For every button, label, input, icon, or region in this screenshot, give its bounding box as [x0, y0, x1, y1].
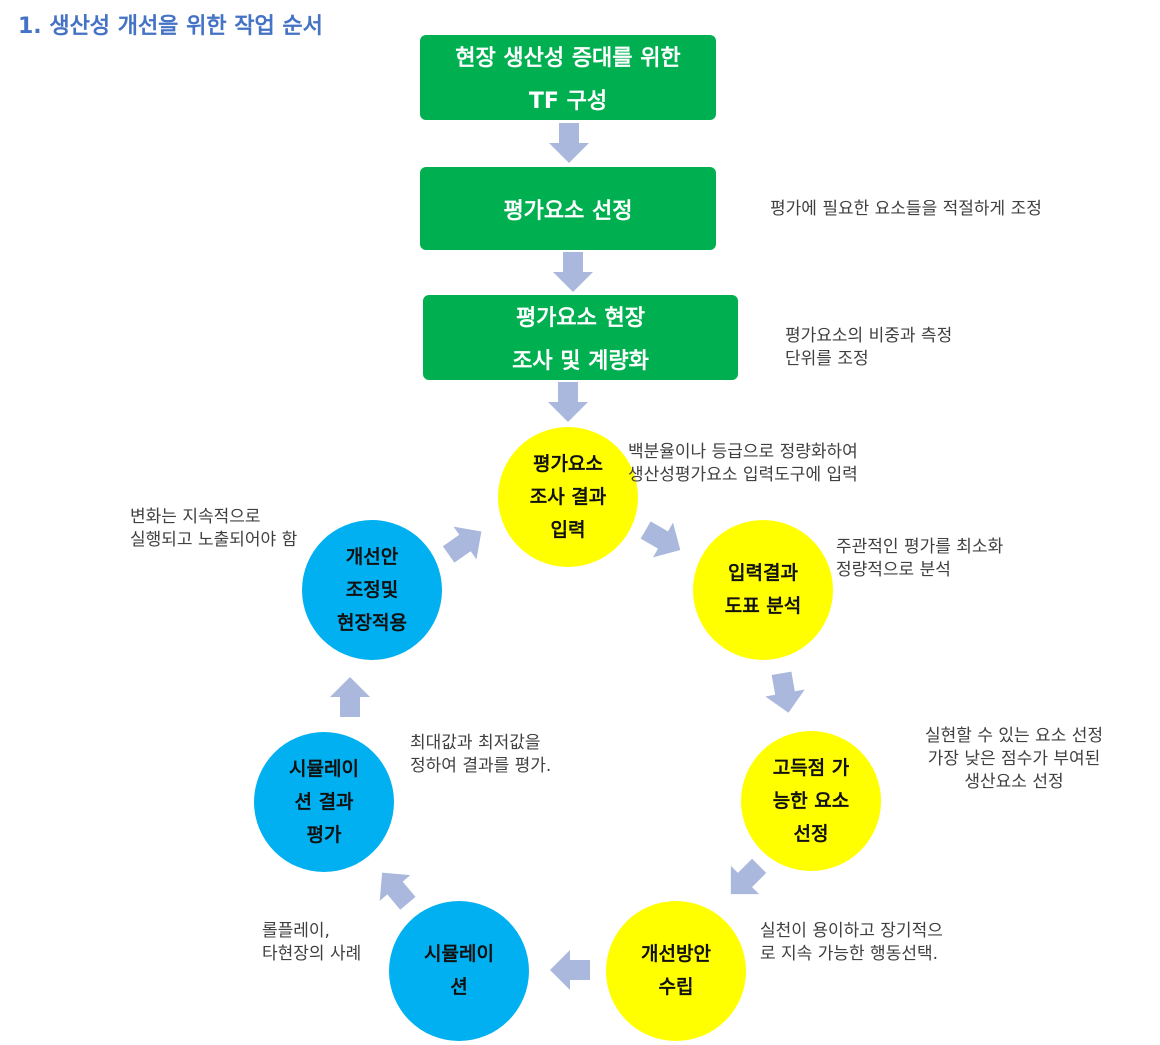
- note: 롤플레이, 타현장의 사례: [262, 921, 362, 964]
- step-label: 평가요소 현장: [515, 306, 646, 332]
- cycle-step-label: 조사 결과: [529, 485, 607, 508]
- cycle-step-label: 고득점 가: [772, 756, 850, 779]
- cycle-step-label: 능한 요소: [772, 789, 850, 812]
- arrow-icon: [549, 123, 589, 163]
- arrow-icon: [330, 677, 370, 717]
- arrow-icon: [550, 950, 590, 990]
- cycle-step-label: 입력: [550, 518, 586, 541]
- arrow-icon: [548, 382, 588, 422]
- note: 변화는 지속적으로 실행되고 노출되어야 함: [130, 507, 298, 550]
- cycle-step-label: 시뮬레이: [289, 757, 359, 780]
- note: 평가요소의 비중과 측정 단위를 조정: [785, 326, 953, 369]
- step-label: TF 구성: [528, 88, 608, 114]
- cycle-step-label: 평가요소: [533, 452, 603, 475]
- arrow-icon: [442, 526, 482, 563]
- cycle-step-label: 평가: [306, 823, 342, 846]
- cycle-step-label: 션 결과: [294, 790, 354, 813]
- cycle-step-label: 현장적용: [337, 611, 407, 634]
- cycle-step-label: 조정및: [345, 578, 399, 601]
- note: 최대값과 최저값을 정하여 결과를 평가.: [410, 733, 552, 776]
- step-tf: 현장 생산성 증대를 위한 TF 구성: [420, 35, 716, 120]
- page-title: 1. 생산성 개선을 위한 작업 순서: [18, 14, 323, 39]
- note: 실현할 수 있는 요소 선정 가장 낮은 점수가 부여된 생산요소 선정: [925, 726, 1104, 792]
- arrow-icon: [553, 252, 593, 292]
- cycle-step-label: 선정: [793, 822, 829, 845]
- step-select-factors: 평가요소 선정: [420, 167, 716, 250]
- cycle-step-label: 입력결과: [728, 562, 798, 584]
- note: 백분율이나 등급으로 정량화하여 생산성평가요소 입력도구에 입력: [628, 442, 858, 485]
- cycle-step-label: 시뮬레이: [424, 943, 494, 965]
- arrow-icon: [379, 872, 416, 910]
- step-label: 조사 및 계량화: [512, 348, 649, 374]
- note: 평가에 필요한 요소들을 적절하게 조정: [770, 199, 1042, 219]
- step-label: 현장 생산성 증대를 위한: [455, 46, 681, 72]
- note: 주관적인 평가를 최소화 정량적으로 분석: [836, 537, 1004, 580]
- arrow-icon: [765, 671, 805, 713]
- step-survey: 평가요소 현장 조사 및 계량화: [423, 295, 738, 380]
- cycle-step-label: 개선방안: [641, 943, 711, 965]
- note: 실천이 용이하고 장기적으 로 지속 가능한 행동선택.: [760, 921, 943, 964]
- cycle-step-label: 도표 분석: [724, 595, 802, 617]
- cycle-step-label: 개선안: [345, 545, 399, 568]
- step-label: 평가요소 선정: [503, 198, 633, 224]
- cycle-step-label: 션: [450, 976, 468, 998]
- cycle-step-label: 수립: [658, 976, 694, 998]
- arrow-icon: [730, 858, 767, 895]
- arrow-icon: [640, 521, 681, 558]
